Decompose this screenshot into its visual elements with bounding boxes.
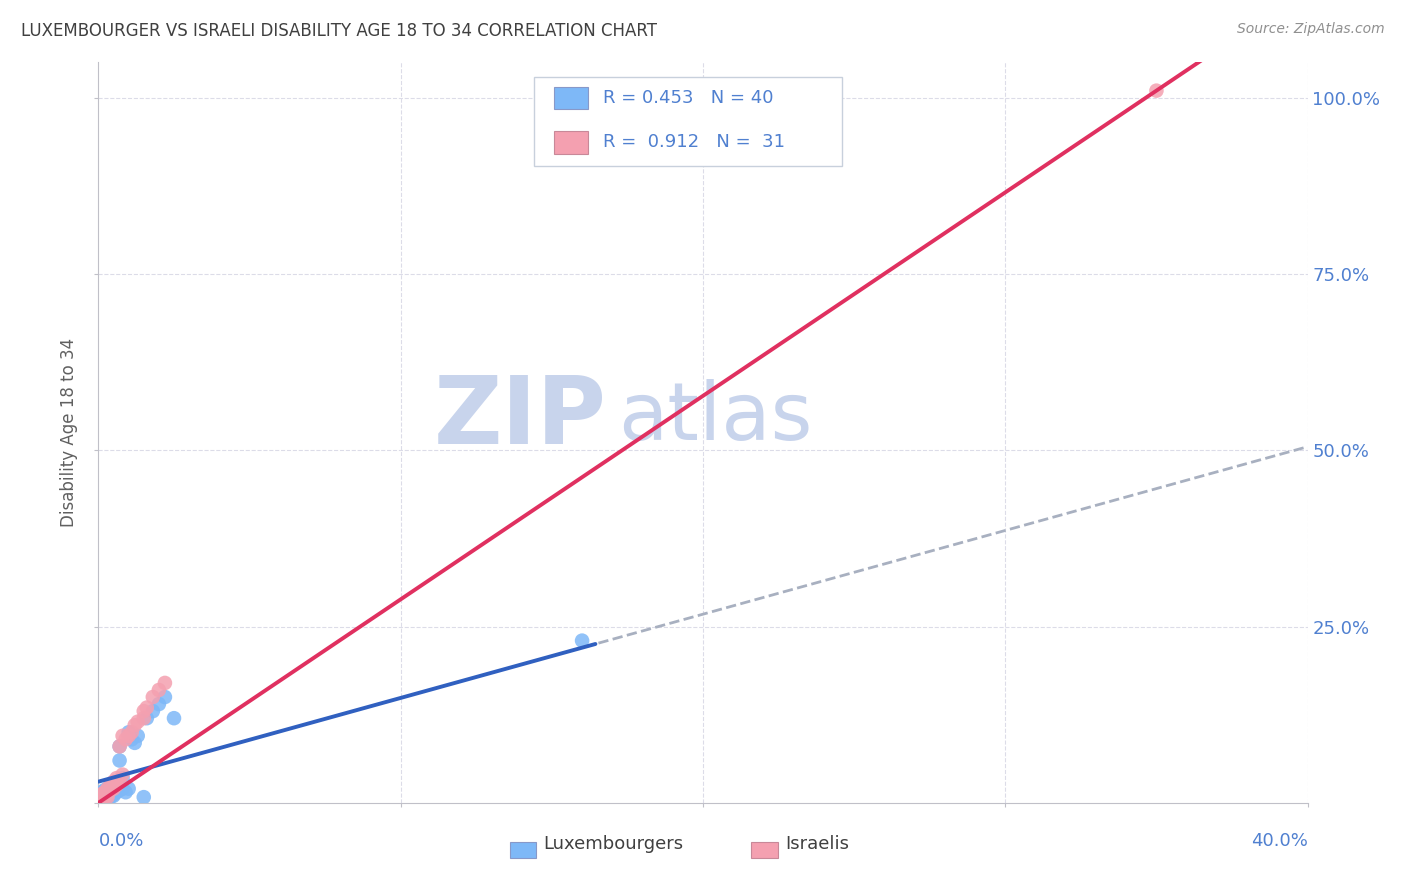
Y-axis label: Disability Age 18 to 34: Disability Age 18 to 34 — [60, 338, 79, 527]
Point — [105, 778, 128, 792]
Point — [100, 785, 122, 799]
Point — [103, 774, 125, 789]
Point — [93, 789, 115, 803]
Text: Source: ZipAtlas.com: Source: ZipAtlas.com — [1237, 22, 1385, 37]
Point — [124, 718, 146, 732]
Point — [90, 790, 112, 805]
Point — [93, 789, 115, 803]
Point — [96, 788, 118, 802]
Point — [100, 778, 122, 792]
Point — [571, 633, 593, 648]
Point — [108, 774, 131, 789]
Point — [100, 790, 122, 805]
Text: ZIP: ZIP — [433, 372, 606, 464]
Point — [90, 789, 112, 803]
Point — [111, 767, 134, 781]
Point — [96, 781, 118, 796]
Point — [89, 790, 111, 805]
Point — [118, 725, 141, 739]
FancyBboxPatch shape — [751, 842, 778, 858]
FancyBboxPatch shape — [554, 87, 588, 109]
Point — [114, 732, 136, 747]
Point — [90, 788, 112, 802]
Point — [135, 711, 157, 725]
Point — [135, 700, 157, 714]
Point — [89, 792, 111, 806]
Point — [96, 788, 118, 802]
Point — [111, 781, 134, 796]
Point — [132, 711, 155, 725]
Text: R = 0.453   N = 40: R = 0.453 N = 40 — [603, 89, 773, 107]
Point — [108, 739, 131, 754]
Point — [93, 783, 115, 797]
Point — [96, 789, 118, 803]
Point — [153, 690, 176, 704]
FancyBboxPatch shape — [554, 131, 588, 153]
FancyBboxPatch shape — [509, 842, 536, 858]
Text: atlas: atlas — [619, 379, 813, 457]
Point — [132, 704, 155, 718]
Point — [100, 783, 122, 797]
Point — [103, 781, 125, 796]
Point — [148, 697, 170, 711]
Point — [121, 725, 143, 739]
Point — [96, 790, 118, 805]
Point — [127, 729, 149, 743]
Point — [105, 785, 128, 799]
Text: 0.0%: 0.0% — [98, 832, 143, 850]
Point — [127, 714, 149, 729]
Point — [132, 790, 155, 805]
Text: Luxembourgers: Luxembourgers — [543, 835, 683, 853]
Text: LUXEMBOURGER VS ISRAELI DISABILITY AGE 18 TO 34 CORRELATION CHART: LUXEMBOURGER VS ISRAELI DISABILITY AGE 1… — [21, 22, 657, 40]
Point — [118, 729, 141, 743]
Point — [114, 785, 136, 799]
Point — [1144, 84, 1167, 98]
Point — [111, 771, 134, 785]
Point — [142, 704, 165, 718]
Point — [105, 771, 128, 785]
Point — [90, 791, 112, 805]
Point — [90, 788, 112, 802]
Point — [93, 785, 115, 799]
Point — [142, 690, 165, 704]
Point — [153, 676, 176, 690]
Point — [148, 683, 170, 698]
Point — [96, 781, 118, 796]
Point — [124, 736, 146, 750]
Point — [90, 785, 112, 799]
Point — [103, 788, 125, 802]
Text: 40.0%: 40.0% — [1251, 832, 1308, 850]
Point — [96, 790, 118, 805]
Point — [108, 783, 131, 797]
Point — [103, 783, 125, 797]
Point — [118, 781, 141, 796]
Point — [108, 739, 131, 754]
FancyBboxPatch shape — [534, 78, 842, 166]
Point — [121, 732, 143, 747]
Text: R =  0.912   N =  31: R = 0.912 N = 31 — [603, 134, 785, 152]
Point — [108, 754, 131, 768]
Point — [105, 778, 128, 792]
Point — [93, 790, 115, 805]
Point — [100, 789, 122, 803]
Point — [163, 711, 186, 725]
Text: Israelis: Israelis — [785, 835, 849, 853]
Point — [105, 783, 128, 797]
Point — [103, 789, 125, 803]
Point — [111, 729, 134, 743]
Point — [93, 786, 115, 800]
Point — [93, 790, 115, 805]
